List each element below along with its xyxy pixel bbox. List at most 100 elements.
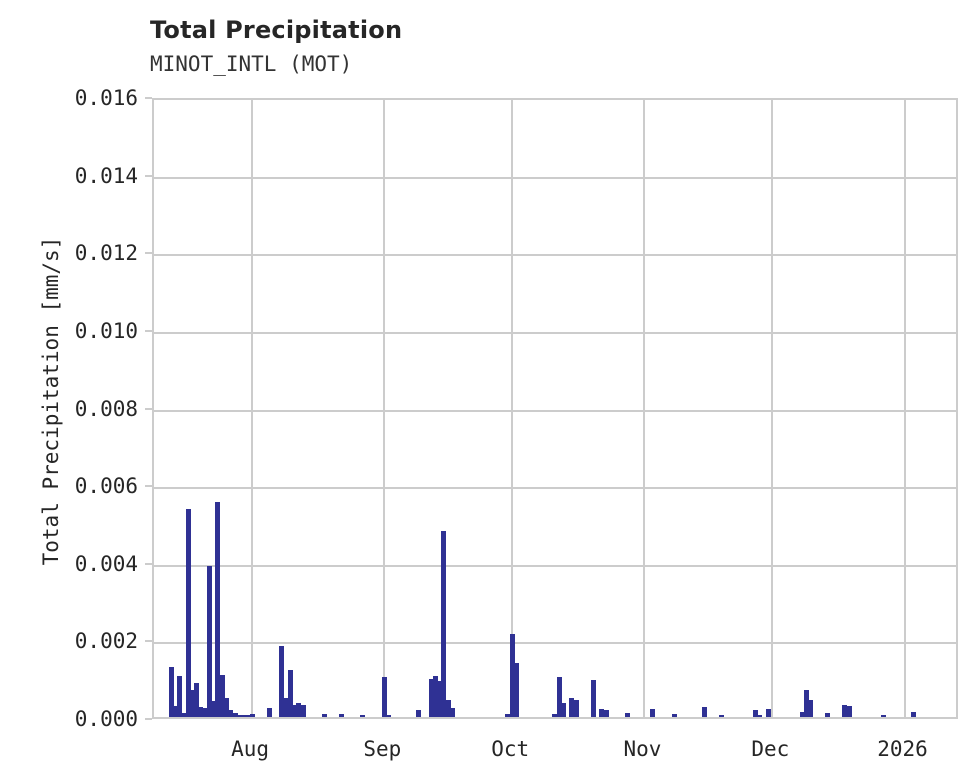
x-tick-label: Nov <box>623 737 662 761</box>
bar <box>803 689 809 717</box>
bar <box>880 714 886 717</box>
gridline-horizontal <box>154 254 956 257</box>
y-tick-label: 0.006 <box>74 474 138 499</box>
bar <box>241 715 247 717</box>
bar <box>185 509 191 717</box>
gridline-vertical <box>251 100 254 717</box>
bar <box>671 713 677 717</box>
bar <box>552 713 558 717</box>
y-tick-label: 0.008 <box>74 396 138 421</box>
bar <box>219 675 225 717</box>
bar <box>573 699 579 717</box>
y-tick-label: 0.002 <box>74 629 138 654</box>
y-tick-label: 0.010 <box>74 318 138 343</box>
bar <box>386 715 392 717</box>
gridline-horizontal <box>154 642 956 645</box>
x-tick-label: Sep <box>363 737 402 761</box>
bar <box>765 709 771 717</box>
chart-title: Total Precipitation <box>150 16 403 44</box>
bar <box>181 713 187 717</box>
bar <box>211 701 217 717</box>
bar <box>249 713 255 717</box>
bar <box>603 710 609 717</box>
bar <box>650 709 656 717</box>
y-tick-mark <box>145 329 152 332</box>
y-tick-label: 0.004 <box>74 551 138 576</box>
bar <box>757 715 763 717</box>
bar <box>513 662 519 717</box>
bar <box>228 710 234 717</box>
bar <box>360 714 366 717</box>
y-tick-mark <box>145 252 152 255</box>
bar <box>799 712 805 717</box>
bar <box>441 530 447 717</box>
bar <box>701 707 707 717</box>
bar <box>415 710 421 717</box>
bar <box>283 697 289 717</box>
gridline-horizontal <box>154 487 956 490</box>
y-tick-mark <box>145 97 152 99</box>
bar <box>450 708 456 717</box>
bar <box>322 714 328 717</box>
bar <box>236 714 242 717</box>
bar <box>266 708 272 717</box>
bar <box>428 678 434 717</box>
x-tick-label: Dec <box>751 737 790 761</box>
bar <box>437 681 443 717</box>
bar <box>590 680 596 717</box>
bar <box>381 677 387 717</box>
bar <box>339 713 345 717</box>
bar <box>202 708 208 717</box>
plot-area <box>152 98 958 719</box>
y-tick-label: 0.016 <box>74 86 138 110</box>
bar <box>245 715 251 717</box>
gridline-horizontal <box>154 331 956 334</box>
y-tick-mark <box>145 407 152 410</box>
gridline-vertical <box>643 100 646 717</box>
y-tick-mark <box>145 485 152 488</box>
bar <box>599 709 605 717</box>
y-tick-mark <box>145 640 152 643</box>
chart-subtitle-station: MINOT_INTL (MOT) <box>150 52 353 76</box>
y-tick-label: 0.012 <box>74 241 138 266</box>
bar <box>718 714 724 717</box>
bar <box>168 666 174 717</box>
bar <box>296 703 302 717</box>
bar <box>194 682 200 717</box>
y-tick-label: 0.014 <box>74 163 138 188</box>
gridline-horizontal <box>154 176 956 179</box>
bar <box>846 706 852 717</box>
bar <box>808 699 814 717</box>
gridline-vertical <box>771 100 774 717</box>
bar <box>279 646 285 717</box>
y-tick-label: 0.000 <box>74 707 138 731</box>
y-tick-mark <box>145 718 152 720</box>
bar <box>198 707 204 717</box>
gridline-vertical <box>511 100 514 717</box>
gridline-horizontal <box>154 409 956 412</box>
bar <box>223 698 229 717</box>
bar <box>287 669 293 717</box>
bar <box>232 713 238 717</box>
bar <box>509 633 515 717</box>
y-tick-mark <box>145 174 152 177</box>
bar <box>215 501 221 717</box>
x-tick-label: 2026 <box>877 737 928 761</box>
bar <box>556 677 562 717</box>
bar <box>177 676 183 717</box>
bar <box>910 712 916 717</box>
x-tick-label: Oct <box>491 737 530 761</box>
bar <box>752 710 758 717</box>
bar <box>172 706 178 717</box>
bar <box>206 565 212 717</box>
x-tick-label: Aug <box>231 737 270 761</box>
bar <box>560 703 566 717</box>
bar <box>505 713 511 717</box>
bar <box>842 705 848 717</box>
gridline-horizontal <box>154 564 956 567</box>
bar <box>825 713 831 717</box>
bar <box>292 705 298 717</box>
bar <box>432 676 438 717</box>
bar <box>189 689 195 717</box>
